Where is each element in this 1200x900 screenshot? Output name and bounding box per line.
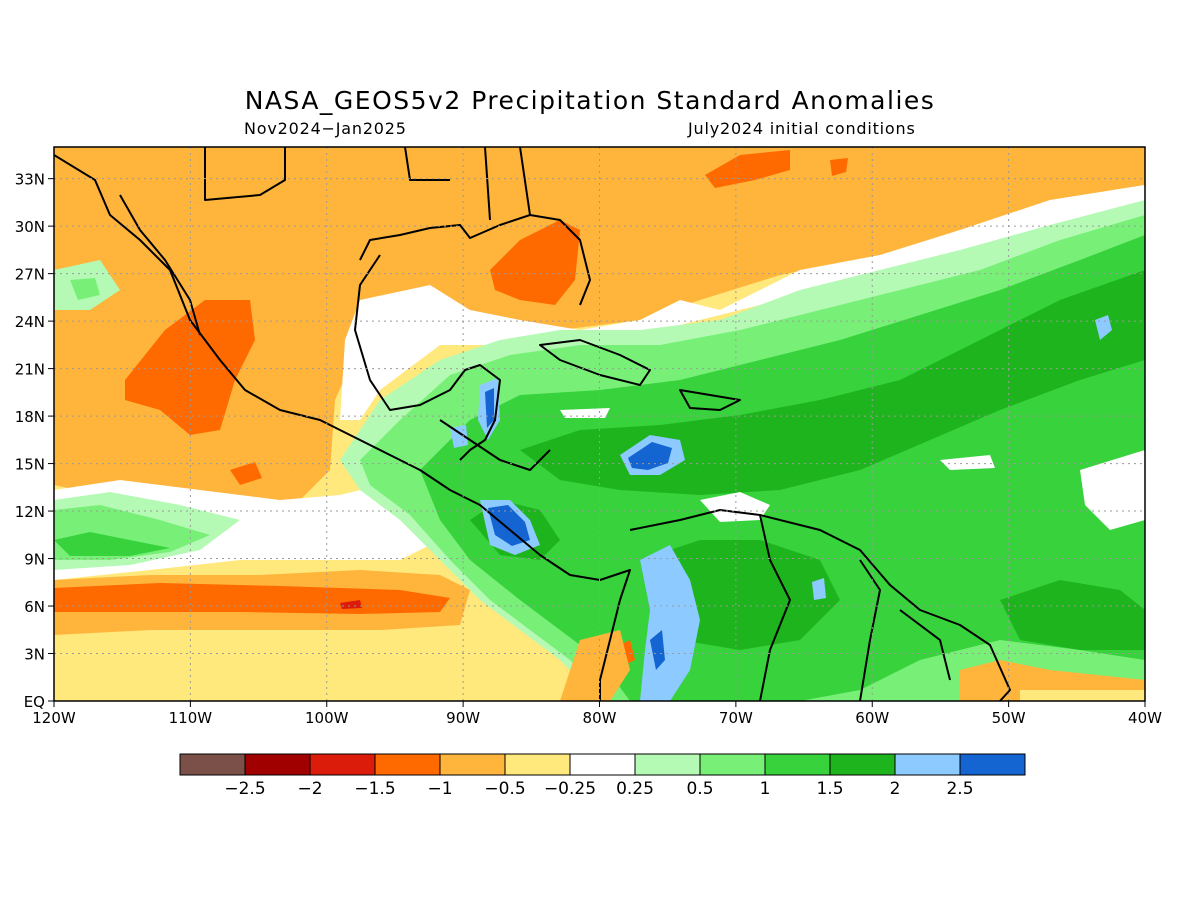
colorbar-swatch: [439, 753, 506, 776]
x-tick-label: 120W: [32, 709, 76, 727]
initial-conditions: July2024 initial conditions: [688, 119, 916, 138]
x-tick-label: 40W: [1128, 709, 1162, 727]
colorbar-swatch: [829, 753, 896, 776]
colorbar-swatch: [894, 753, 961, 776]
colorbar-label: 1.5: [816, 779, 843, 799]
map-field: [54, 147, 1145, 701]
x-tick-label: 90W: [446, 709, 480, 727]
colorbar-label: 1: [760, 779, 771, 799]
colorbar-label: −2: [297, 779, 322, 799]
y-tick-label: 24N: [15, 313, 45, 331]
y-tick-label: 33N: [15, 171, 45, 189]
y-tick-label: 18N: [15, 408, 45, 426]
y-tick-label: 21N: [15, 361, 45, 379]
colorbar-swatch: [504, 753, 571, 776]
colorbar-swatch: [179, 753, 246, 776]
map-axes: 120W 110W 100W 90W 80W 70W 60W 50W 40W EQ 3N 6N 9N 12…: [15, 171, 1162, 727]
forecast-period: Nov2024−Jan2025: [244, 119, 407, 138]
colorbar-label: −0.5: [484, 779, 525, 799]
y-tick-label: 27N: [15, 266, 45, 284]
colorbar-label: −0.25: [544, 779, 596, 799]
colorbar-label: −1.5: [354, 779, 395, 799]
colorbar-label: 2: [890, 779, 901, 799]
map-gridlines: [54, 147, 1145, 701]
colorbar-swatch: [959, 753, 1026, 776]
y-tick-label: 12N: [15, 503, 45, 521]
colorbar-label: 0.25: [616, 779, 654, 799]
y-tick-label: 9N: [24, 551, 45, 569]
colorbar-label: 0.5: [686, 779, 713, 799]
colorbar-swatch: [699, 753, 766, 776]
x-tick-label: 60W: [855, 709, 889, 727]
y-tick-label: EQ: [24, 693, 45, 711]
x-tick-label: 100W: [305, 709, 349, 727]
colorbar-swatch: [309, 753, 376, 776]
x-tick-label: 70W: [719, 709, 753, 727]
colorbar-swatch: [244, 753, 311, 776]
colorbar-swatch: [374, 753, 441, 776]
colorbar: −2.5 −2 −1.5 −1 −0.5 −0.25 0.25 0.5 1 1.5 2 2.5: [179, 753, 1026, 799]
y-tick-label: 15N: [15, 456, 45, 474]
y-tick-label: 3N: [24, 646, 45, 664]
x-tick-label: 50W: [992, 709, 1026, 727]
x-tick-label: 110W: [169, 709, 213, 727]
chart-title: NASA_GEOS5v2 Precipitation Standard Anom…: [244, 86, 936, 115]
colorbar-label: −1: [427, 779, 452, 799]
colorbar-swatch: [634, 753, 701, 776]
y-tick-label: 30N: [15, 218, 45, 236]
colorbar-swatch: [569, 753, 636, 776]
colorbar-swatch: [764, 753, 831, 776]
x-tick-label: 80W: [583, 709, 617, 727]
y-tick-label: 6N: [24, 598, 45, 616]
colorbar-label: −2.5: [224, 779, 265, 799]
colorbar-label: 2.5: [946, 779, 973, 799]
